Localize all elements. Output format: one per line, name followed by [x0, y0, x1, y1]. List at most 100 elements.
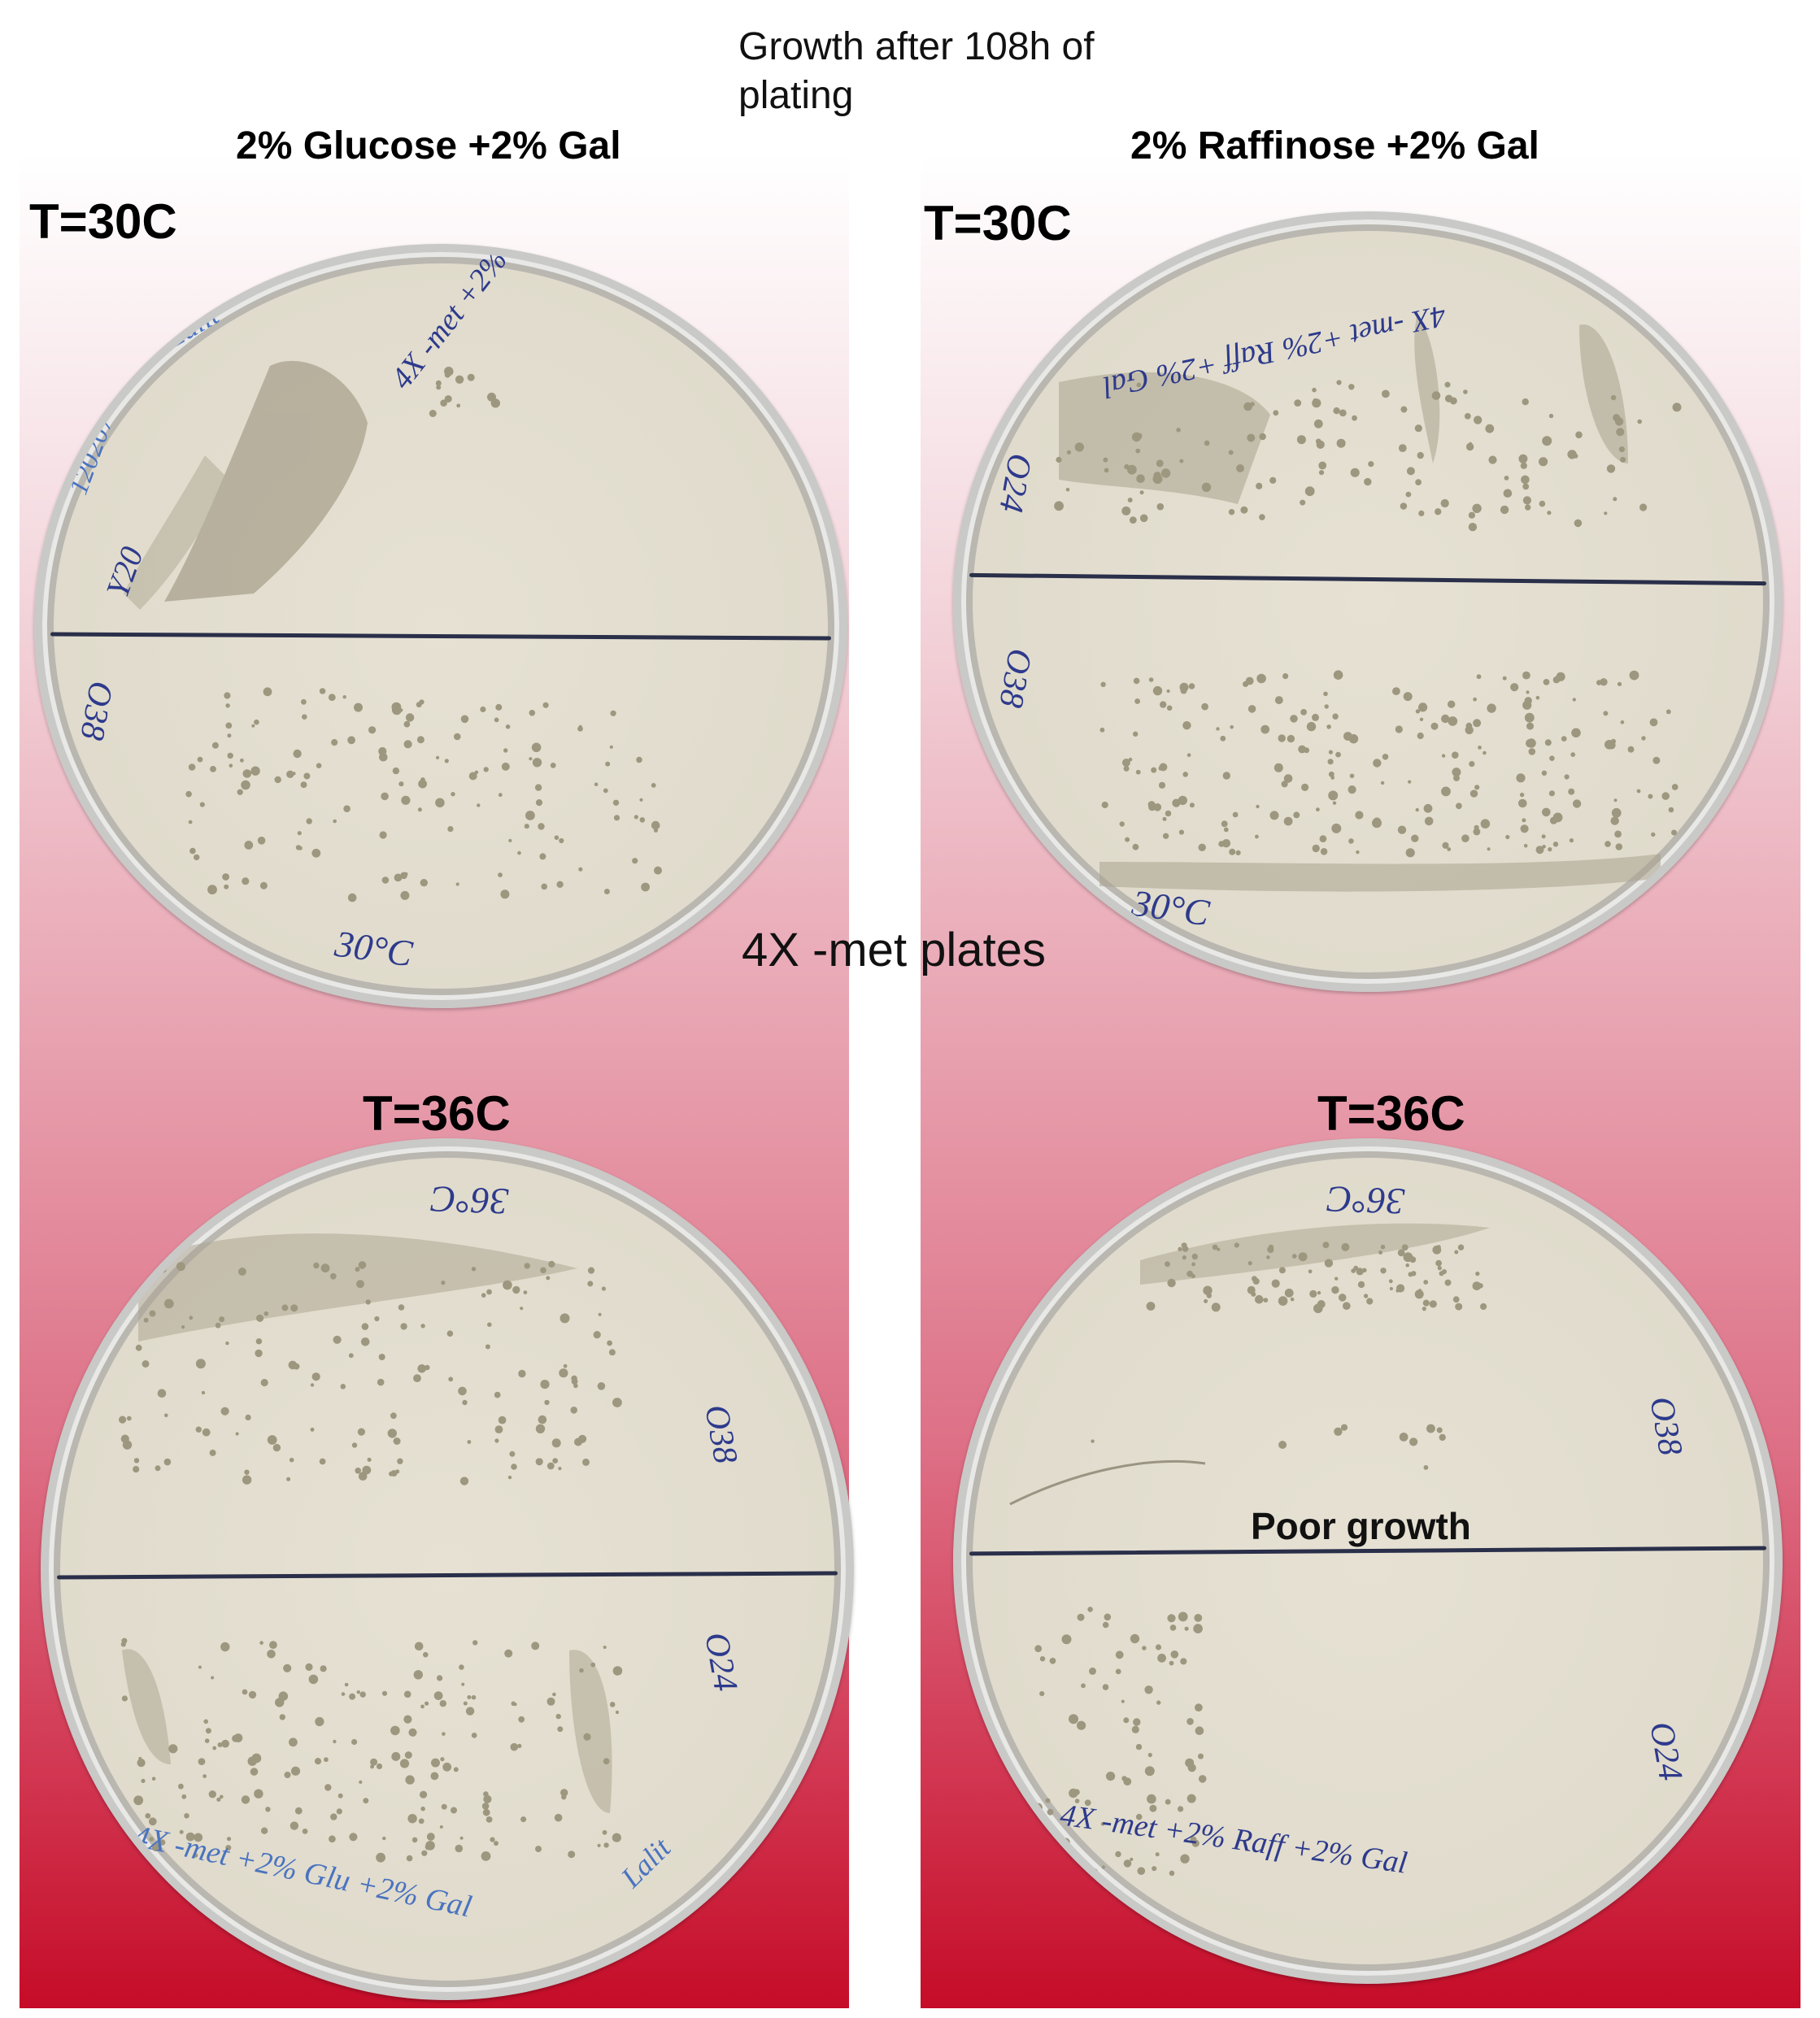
colony-dot	[1309, 1290, 1317, 1298]
colony-dot	[1435, 508, 1442, 515]
colony-dot	[639, 798, 643, 802]
colony-dot	[149, 1837, 154, 1842]
colony-dot	[632, 858, 638, 864]
colony-dot	[1528, 748, 1536, 755]
figure-note: Growth after 108h of plating	[738, 25, 1095, 117]
colony-dot	[420, 1790, 428, 1798]
colony-dot	[1522, 818, 1526, 823]
colony-dot	[1665, 709, 1671, 715]
colony-dot	[142, 1360, 150, 1368]
colony-dot	[1348, 384, 1355, 390]
colony-dot	[485, 1344, 490, 1350]
colony-dot	[440, 399, 447, 407]
colony-dot	[439, 1825, 443, 1829]
colony-dot	[1152, 685, 1163, 696]
colony-dot	[1318, 461, 1327, 470]
colony-dot	[538, 823, 545, 830]
colony-dot	[1472, 1281, 1482, 1290]
colony-dot	[1123, 1777, 1132, 1786]
colony-dot	[1135, 448, 1141, 454]
colony-dot	[1304, 486, 1315, 497]
colony-dot	[1136, 382, 1142, 388]
colony-dot	[465, 1707, 475, 1716]
colony-dot	[520, 1816, 527, 1823]
colony-dot	[398, 1304, 405, 1311]
colony-dot	[453, 1767, 459, 1772]
colony-dot	[1406, 467, 1415, 476]
colony-dot	[1115, 1650, 1124, 1659]
colony-dot	[254, 719, 259, 725]
colony-dot	[1442, 842, 1449, 849]
colony-dot	[1610, 394, 1617, 401]
colony-dot	[607, 1340, 612, 1346]
colony-dot	[571, 1375, 577, 1382]
colony-dot	[1306, 721, 1317, 732]
colony-dot	[1049, 1657, 1056, 1664]
colony-dot	[403, 1715, 412, 1724]
colony-dot	[1198, 1753, 1204, 1759]
colony-dot	[1372, 818, 1382, 829]
colony-dot	[418, 1818, 425, 1824]
colony-dot	[583, 1733, 591, 1741]
colony-dot	[507, 1475, 512, 1480]
colony-dot	[1139, 490, 1144, 495]
colony-dot	[176, 1262, 185, 1272]
colony-dot	[468, 772, 477, 781]
colony-dot	[1478, 746, 1482, 750]
colony-dot	[370, 1764, 375, 1769]
colony-dot	[471, 1733, 477, 1738]
colony-dot	[212, 1746, 217, 1751]
colony-dot	[397, 1458, 403, 1464]
colony-dot	[356, 1690, 360, 1694]
colony-dot	[157, 1389, 167, 1398]
colony-dot	[220, 1794, 224, 1799]
colony-dot	[141, 1778, 146, 1783]
colony-dot	[267, 1650, 276, 1659]
colony-dot	[1252, 1276, 1257, 1282]
colony-dot	[612, 1833, 621, 1842]
colony-dot	[1221, 820, 1228, 828]
colony-dot	[1308, 1269, 1313, 1274]
colony-dot	[1137, 1867, 1146, 1875]
colony-dot	[1380, 1268, 1387, 1274]
colony-dot	[1568, 788, 1575, 795]
colony-dot	[288, 1360, 298, 1370]
colony-dot	[1649, 718, 1658, 727]
colony-dot	[603, 788, 608, 794]
colony-dot	[467, 373, 475, 381]
colony-dot	[211, 1676, 215, 1680]
colony-dot	[1341, 1242, 1350, 1251]
colony-dot	[1194, 1614, 1203, 1622]
colony-dot	[1038, 1867, 1043, 1872]
colony-dot	[272, 1443, 281, 1452]
colony-dot	[1348, 838, 1354, 844]
colony-dot	[1543, 679, 1550, 685]
colony-dot	[590, 1662, 596, 1668]
colony-dot	[1178, 1806, 1184, 1812]
agar-scratch	[1009, 1459, 1206, 1506]
colony-dot	[1088, 1865, 1092, 1869]
colony-dot	[1475, 1271, 1480, 1276]
colony-dot	[220, 1642, 230, 1652]
colony-dot	[1162, 833, 1169, 839]
colony-dot	[1186, 1794, 1196, 1803]
colony-dot	[597, 1843, 601, 1847]
colony-dot	[229, 763, 233, 768]
colony-dot	[1668, 807, 1674, 813]
colony-dot	[1074, 442, 1084, 452]
colony-dot	[529, 710, 536, 716]
colony-dot	[1121, 506, 1131, 515]
colony-dot	[1039, 1656, 1046, 1662]
colony-dot	[598, 1312, 602, 1316]
colony-dot	[1423, 1465, 1429, 1470]
colony-dot	[451, 1807, 457, 1814]
colony-dot	[201, 1390, 206, 1395]
colony-dot	[1520, 824, 1529, 833]
colony-dot	[293, 749, 302, 759]
colony-dot	[1469, 761, 1475, 768]
colony-dot	[240, 758, 244, 763]
colony-dot	[1518, 798, 1527, 808]
colony-dot	[1620, 456, 1626, 463]
colony-dot	[1256, 673, 1266, 684]
colony-dot	[494, 1425, 503, 1433]
